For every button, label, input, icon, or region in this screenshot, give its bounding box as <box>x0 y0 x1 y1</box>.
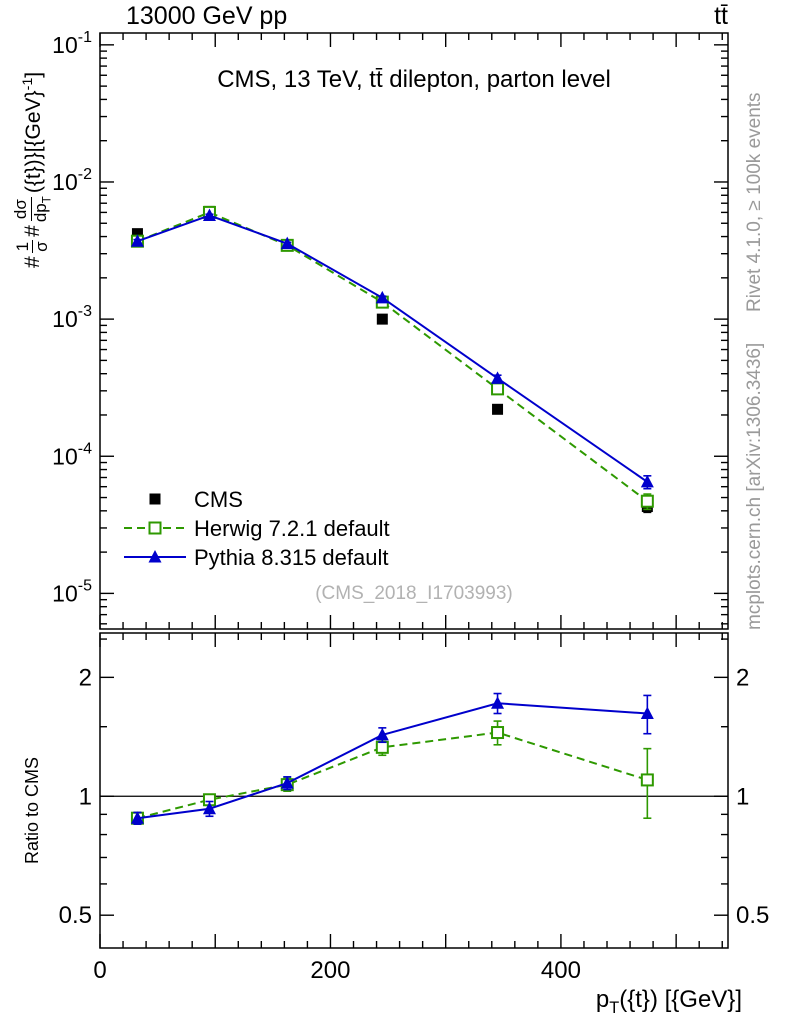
y-tick-label-main: 10-5 <box>52 577 92 606</box>
data-point-marker <box>130 234 144 247</box>
data-point-marker <box>202 801 216 815</box>
ratio-tick-label-left: 0.5 <box>59 902 92 929</box>
ratio-panel-frame <box>99 632 729 949</box>
ratio-tick-label-right: 0.5 <box>736 902 769 929</box>
data-point-marker <box>376 313 388 325</box>
data-point-marker <box>491 696 505 709</box>
data-point-marker <box>280 236 294 250</box>
beam-energy-label: 13000 GeV pp <box>126 2 288 30</box>
main-panel-frame <box>99 32 729 630</box>
data-point-marker <box>202 208 216 221</box>
data-point-marker <box>375 290 389 304</box>
ylabel-frac-dsigma-dpt: dσ dpT <box>11 196 54 223</box>
series-pythia-main <box>130 208 654 490</box>
data-point-marker <box>640 706 654 720</box>
data-point-marker <box>131 228 143 240</box>
series-pythia-ratio <box>130 692 654 825</box>
ratio-tick-label-right: 2 <box>736 664 749 691</box>
data-point-marker <box>130 811 144 824</box>
analysis-id-watermark: (CMS_2018_I1703993) <box>315 583 513 604</box>
x-tick-label: 200 <box>310 957 350 984</box>
mcplots-credit-label: mcplots.cern.ch [arXiv:1306.3436] <box>744 342 765 630</box>
y-axis-label-main: # 1 σ # dσ dpT ({t})}[{GeV}-1] <box>11 71 54 268</box>
data-point-marker <box>280 776 294 789</box>
data-point-marker <box>375 727 389 741</box>
process-label: tt̄ <box>714 2 728 30</box>
series-herwig-main <box>130 205 654 511</box>
x-tick-label: 400 <box>541 957 581 984</box>
data-point-marker <box>491 726 505 740</box>
data-point-marker <box>148 550 162 563</box>
ylabel-hash1: # <box>20 256 44 268</box>
ratio-axis-label: Ratio to CMS <box>22 756 42 864</box>
ylabel-units: ({t})}[{GeV}-1] <box>19 71 45 194</box>
data-point-marker <box>640 474 654 488</box>
x-tick-label: 0 <box>93 957 106 984</box>
data-point-marker <box>640 773 654 787</box>
y-tick-label-main: 10-4 <box>52 440 92 469</box>
data-point-marker <box>491 371 505 384</box>
data-point-marker <box>149 493 161 505</box>
rivet-version-label: Rivet 4.1.0, ≥ 100k events <box>744 92 765 312</box>
legend-label: CMS <box>194 487 243 512</box>
ratio-tick-label-right: 1 <box>736 783 749 810</box>
ratio-tick-label-left: 1 <box>79 783 92 810</box>
data-point-marker <box>492 403 504 415</box>
legend-label: Pythia 8.315 default <box>194 545 388 570</box>
ylabel-hash2: # <box>20 225 44 237</box>
plot-title: CMS, 13 TeV, tt̄ dilepton, parton level <box>217 66 611 93</box>
legend: CMS Herwig 7.2.1 default Pythia 8.315 defa… <box>124 487 390 570</box>
x-axis-label: pT({t}) [{GeV}] <box>595 986 742 1017</box>
y-tick-label-main: 10-3 <box>52 303 92 332</box>
legend-entry-herwig: Herwig 7.2.1 default <box>124 516 390 541</box>
ylabel-frac-1-over-sigma: 1 σ <box>12 239 52 254</box>
y-tick-label-main: 10-1 <box>52 29 92 58</box>
ratio-tick-label-left: 2 <box>79 664 92 691</box>
series-cms-main <box>131 205 653 514</box>
data-point-marker <box>148 521 162 535</box>
data-point-marker <box>375 740 389 754</box>
legend-label: Herwig 7.2.1 default <box>194 516 390 541</box>
data-point-marker <box>640 494 654 508</box>
data-point-marker <box>491 382 505 396</box>
legend-entry-cms: CMS <box>149 487 243 512</box>
y-tick-label-main: 10-2 <box>52 166 92 195</box>
legend-entry-pythia: Pythia 8.315 default <box>124 545 388 570</box>
